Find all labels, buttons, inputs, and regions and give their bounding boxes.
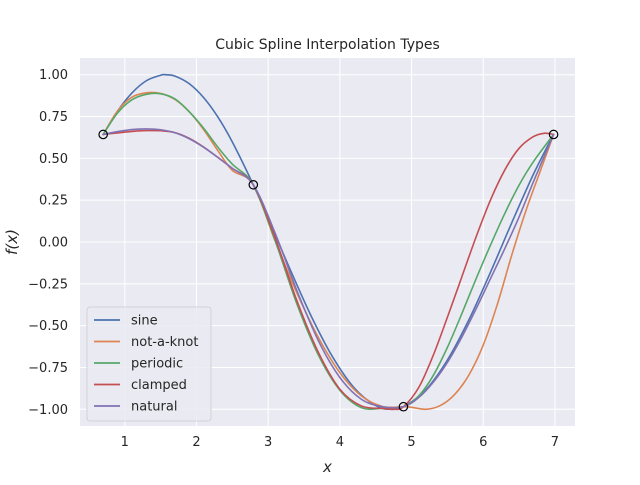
knot-point bbox=[548, 129, 559, 140]
y-tick-label: −0.75 bbox=[28, 361, 68, 376]
legend-label-clamped: clamped bbox=[131, 378, 187, 393]
legend-label-not-a-knot: not-a-knot bbox=[131, 335, 198, 350]
x-tick-label: 7 bbox=[551, 435, 559, 450]
y-tick-label: 0.50 bbox=[39, 152, 68, 167]
y-tick-label: 1.00 bbox=[39, 68, 68, 83]
y-tick-label: 0.00 bbox=[39, 236, 68, 251]
knot-markers bbox=[98, 129, 559, 412]
x-tick-label: 4 bbox=[336, 435, 344, 450]
x-tick-label: 3 bbox=[264, 435, 272, 450]
y-axis-label: f(x) bbox=[3, 229, 21, 255]
series-lines bbox=[102, 73, 555, 411]
tick-labels: 1 2 3 4 5 6 7 −1.00 −0.75 −0.50 −0.25 0.00 0.25 0.50 0… bbox=[28, 68, 559, 450]
legend-label-natural: natural bbox=[131, 400, 177, 415]
y-tick-label: −0.50 bbox=[28, 319, 68, 334]
legend: sine not-a-knot periodic clamped natural bbox=[86, 306, 212, 422]
series-line-natural bbox=[102, 128, 555, 409]
y-tick-label: 0.75 bbox=[39, 110, 68, 125]
x-tick-label: 6 bbox=[479, 435, 487, 450]
x-tick-label: 2 bbox=[192, 435, 200, 450]
y-tick-label: −0.25 bbox=[28, 277, 68, 292]
x-tick-label: 1 bbox=[121, 435, 129, 450]
x-tick-label: 5 bbox=[407, 435, 415, 450]
legend-label-sine: sine bbox=[131, 314, 158, 329]
series-line-sine bbox=[102, 73, 555, 411]
y-tick-label: 0.25 bbox=[39, 194, 68, 209]
knot-point bbox=[98, 129, 108, 140]
y-tick-label: −1.00 bbox=[28, 403, 68, 418]
knot-point bbox=[248, 179, 259, 190]
chart-title: Cubic Spline Interpolation Types bbox=[215, 37, 440, 53]
legend-box bbox=[86, 306, 212, 422]
legend-label-periodic: periodic bbox=[131, 357, 183, 372]
knot-point bbox=[398, 401, 409, 412]
series-line-periodic bbox=[102, 92, 555, 410]
x-axis-label: x bbox=[322, 458, 332, 476]
